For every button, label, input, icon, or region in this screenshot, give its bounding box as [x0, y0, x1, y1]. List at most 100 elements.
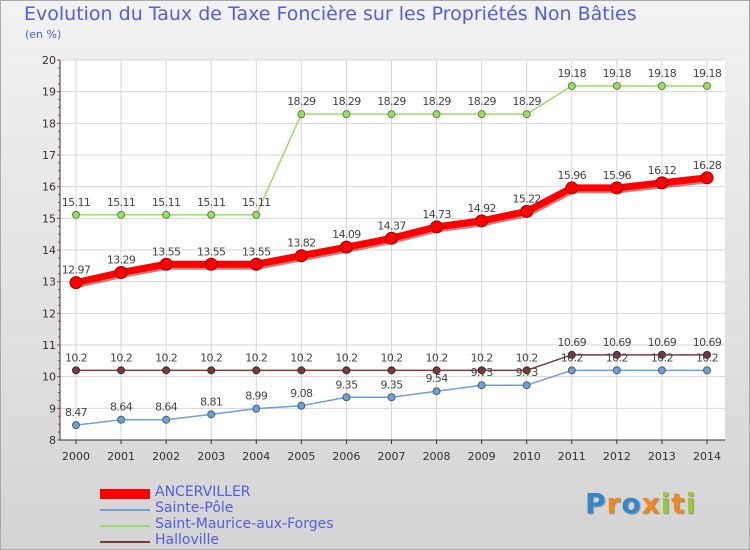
data-point-Saint-Maurice-aux-Forges — [657, 81, 666, 90]
data-point-Sainte-Pôle — [117, 415, 126, 424]
data-point-Sainte-Pôle — [387, 393, 396, 402]
data-point-ANCERVILLER — [249, 257, 263, 271]
data-label-ANCERVILLER: 14.09 — [332, 228, 361, 241]
data-point-Sainte-Pôle — [567, 366, 576, 375]
data-label-Halloville: 10.2 — [471, 351, 493, 364]
data-label-Saint-Maurice-aux-Forges: 18.29 — [332, 95, 361, 108]
data-point-ANCERVILLER — [430, 220, 444, 234]
data-label-Saint-Maurice-aux-Forges: 15.11 — [242, 196, 271, 209]
data-label-Sainte-Pôle: 9.73 — [471, 366, 494, 379]
data-label-Saint-Maurice-aux-Forges: 19.18 — [558, 67, 587, 80]
data-point-ANCERVILLER — [520, 204, 534, 218]
legend-label: Halloville — [155, 532, 220, 548]
data-point-Saint-Maurice-aux-Forges — [703, 81, 711, 90]
data-label-ANCERVILLER: 14.92 — [467, 202, 496, 215]
logo-letter: P — [585, 487, 607, 520]
data-point-Sainte-Pôle — [342, 393, 351, 402]
legend-label: ANCERVILLER — [155, 484, 251, 500]
data-point-Halloville — [297, 366, 306, 375]
data-point-Saint-Maurice-aux-Forges — [522, 110, 531, 119]
data-label-Sainte-Pôle: 8.64 — [155, 401, 178, 414]
logo-letter: x — [641, 487, 661, 520]
data-label-Sainte-Pôle: 9.35 — [335, 378, 358, 391]
data-label-ANCERVILLER: 16.28 — [693, 159, 722, 172]
data-label-ANCERVILLER: 15.96 — [603, 169, 632, 182]
data-point-Halloville — [703, 350, 711, 359]
data-label-Halloville: 10.2 — [290, 351, 312, 364]
x-tick-label: 2011 — [558, 450, 586, 463]
data-label-Halloville: 10.2 — [516, 351, 538, 364]
data-point-Sainte-Pôle — [72, 421, 80, 430]
data-label-ANCERVILLER: 16.12 — [648, 164, 677, 177]
data-point-Halloville — [432, 366, 441, 375]
data-label-ANCERVILLER: 14.37 — [377, 219, 406, 232]
data-point-Halloville — [72, 366, 80, 375]
data-point-Saint-Maurice-aux-Forges — [342, 110, 351, 119]
data-point-Halloville — [477, 366, 486, 375]
y-tick-label: 16 — [42, 181, 56, 194]
data-point-ANCERVILLER — [700, 171, 714, 185]
logo-letter: r — [606, 487, 622, 520]
data-point-Saint-Maurice-aux-Forges — [207, 210, 216, 219]
y-tick-label: 14 — [42, 244, 56, 257]
data-label-Sainte-Pôle: 10.2 — [606, 351, 628, 364]
y-tick-label: 15 — [42, 212, 56, 225]
data-point-Sainte-Pôle — [612, 366, 621, 375]
data-point-ANCERVILLER — [294, 249, 308, 263]
proxiti-logo: Proxiti — [585, 487, 696, 520]
y-tick-label: 20 — [42, 54, 56, 67]
x-tick-label: 2004 — [242, 450, 270, 463]
data-point-Saint-Maurice-aux-Forges — [432, 110, 441, 119]
data-label-Halloville: 10.2 — [110, 351, 132, 364]
data-label-Saint-Maurice-aux-Forges: 19.18 — [603, 67, 632, 80]
x-tick-label: 2009 — [468, 450, 496, 463]
data-point-Sainte-Pôle — [162, 415, 171, 424]
data-point-Saint-Maurice-aux-Forges — [477, 110, 486, 119]
data-point-Saint-Maurice-aux-Forges — [612, 81, 621, 90]
y-tick-label: 11 — [42, 339, 56, 352]
data-label-Halloville: 10.69 — [603, 336, 632, 349]
legend-swatch — [100, 489, 150, 499]
data-label-Halloville: 10.2 — [335, 351, 357, 364]
x-tick-label: 2007 — [378, 450, 406, 463]
data-point-Saint-Maurice-aux-Forges — [252, 210, 261, 219]
y-tick-label: 17 — [42, 149, 56, 162]
x-tick-label: 2012 — [603, 450, 631, 463]
data-point-Halloville — [612, 350, 621, 359]
data-point-ANCERVILLER — [159, 257, 173, 271]
logo-letter: i — [685, 487, 697, 520]
logo-letter: t — [671, 487, 686, 520]
data-point-Sainte-Pôle — [432, 387, 441, 396]
data-label-Sainte-Pôle: 8.99 — [245, 390, 268, 403]
logo-letter: i — [660, 487, 672, 520]
data-label-Saint-Maurice-aux-Forges: 15.11 — [197, 196, 226, 209]
data-point-ANCERVILLER — [69, 276, 83, 290]
data-point-Saint-Maurice-aux-Forges — [297, 110, 306, 119]
data-label-Saint-Maurice-aux-Forges: 18.29 — [377, 95, 406, 108]
data-label-ANCERVILLER: 12.97 — [62, 264, 91, 277]
data-label-Halloville: 10.2 — [155, 351, 177, 364]
y-tick-label: 10 — [42, 371, 56, 384]
data-label-Saint-Maurice-aux-Forges: 15.11 — [107, 196, 136, 209]
data-point-ANCERVILLER — [339, 240, 353, 254]
legend-swatch — [100, 541, 150, 543]
data-point-Halloville — [117, 366, 126, 375]
x-tick-label: 2014 — [693, 450, 721, 463]
data-label-Saint-Maurice-aux-Forges: 19.18 — [693, 67, 722, 80]
data-label-Halloville: 10.69 — [693, 336, 722, 349]
data-label-ANCERVILLER: 13.55 — [242, 245, 271, 258]
data-label-Sainte-Pôle: 8.81 — [200, 395, 222, 408]
data-label-Saint-Maurice-aux-Forges: 15.11 — [152, 196, 181, 209]
data-label-Halloville: 10.69 — [648, 336, 677, 349]
data-point-Sainte-Pôle — [207, 410, 216, 419]
x-tick-label: 2013 — [648, 450, 676, 463]
data-label-ANCERVILLER: 15.96 — [558, 169, 587, 182]
x-tick-label: 2005 — [287, 450, 315, 463]
legend-swatch — [100, 509, 150, 511]
data-label-ANCERVILLER: 13.82 — [287, 237, 316, 250]
legend-label: Saint-Maurice-aux-Forges — [155, 516, 334, 532]
data-point-Halloville — [207, 366, 216, 375]
data-label-Sainte-Pôle: 9.54 — [426, 372, 449, 385]
x-tick-label: 2000 — [62, 450, 90, 463]
